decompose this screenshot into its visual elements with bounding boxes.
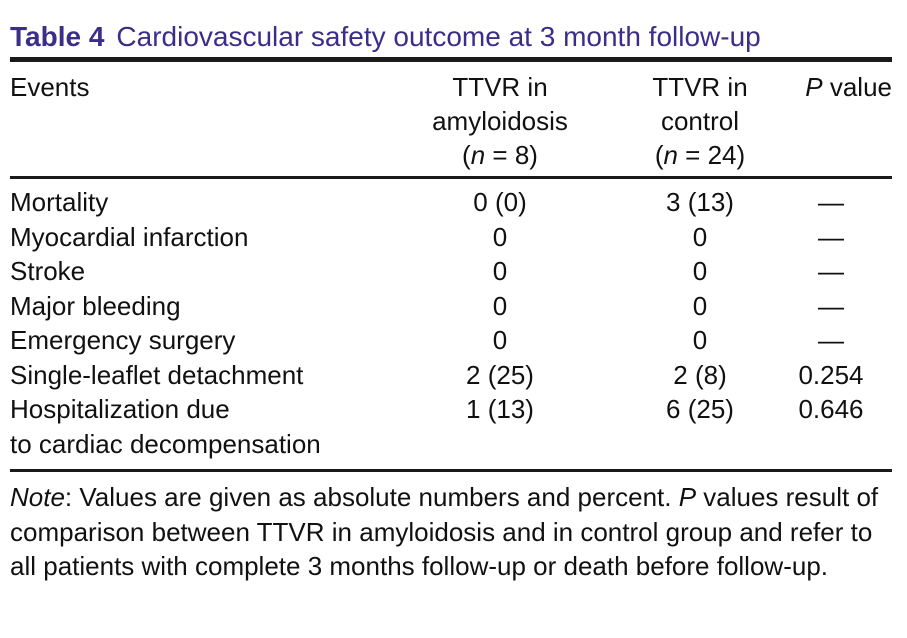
top-rule xyxy=(10,57,892,62)
table-row: Mortality 0 (0) 3 (13) — xyxy=(10,185,892,220)
n-symbol: n xyxy=(663,140,678,170)
p-label: value xyxy=(822,72,892,102)
note-label: Note xyxy=(10,482,65,512)
cell-event: Hospitalization due to cardiac decompens… xyxy=(10,392,400,461)
cell-event: Myocardial infarction xyxy=(10,221,249,252)
paren-open: ( xyxy=(654,140,664,170)
table-note: Note: Values are given as absolute numbe… xyxy=(10,480,892,584)
header-amyloidosis: TTVR in amyloidosis (n = 8) xyxy=(410,70,590,172)
note-text-b: values result of comparison between TTVR… xyxy=(10,482,879,581)
cell-event: Mortality xyxy=(10,187,109,217)
cell-control: 0 xyxy=(692,325,708,355)
table-body: Mortality 0 (0) 3 (13) — Myocardial infa… xyxy=(10,179,892,469)
cell-p-value: 0.646 xyxy=(798,394,864,424)
cell-event: Stroke xyxy=(10,256,86,286)
p-symbol: P xyxy=(805,72,823,102)
table-label: Table 4 xyxy=(10,21,105,52)
cell-amyloidosis: 0 (0) xyxy=(473,187,527,217)
cell-event-line2: to cardiac decompensation xyxy=(10,428,321,459)
cell-amyloidosis: 0 xyxy=(492,325,508,355)
cell-p-value: 0.254 xyxy=(798,359,864,390)
table-row: Emergency surgery 0 0 — xyxy=(10,323,892,358)
cell-amyloidosis: 2 (25) xyxy=(466,359,534,390)
header-control-line1: TTVR in xyxy=(652,72,748,102)
n-value: = 24) xyxy=(677,140,746,170)
table-row: Stroke 0 0 — xyxy=(10,254,892,289)
cell-control: 0 xyxy=(692,256,708,286)
cell-event: Major bleeding xyxy=(10,290,181,321)
cell-control: 0 xyxy=(692,290,708,321)
cell-amyloidosis: 0 xyxy=(492,290,508,321)
cell-event: Emergency surgery xyxy=(10,325,236,355)
header-p-value: P value xyxy=(790,70,892,104)
header-events: Events xyxy=(10,72,90,102)
cell-p-value: — xyxy=(818,256,844,286)
cell-control: 2 (8) xyxy=(673,359,727,390)
table-container: Table 4 Cardiovascular safety outcome at … xyxy=(10,0,892,584)
table-caption: Table 4 Cardiovascular safety outcome at … xyxy=(10,17,892,57)
cell-control: 3 (13) xyxy=(666,187,734,217)
n-value: = 8) xyxy=(485,140,538,170)
header-control: TTVR in control (n = 24) xyxy=(610,70,790,172)
table-title: Cardiovascular safety outcome at 3 month… xyxy=(116,21,761,52)
header-control-line3: (n = 24) xyxy=(610,138,790,172)
cell-amyloidosis: 1 (13) xyxy=(466,394,534,424)
note-text-a: : Values are given as absolute numbers a… xyxy=(64,482,679,512)
header-amyloidosis-line1: TTVR in xyxy=(452,72,548,102)
header-amyloidosis-line2: amyloidosis xyxy=(432,106,568,136)
bottom-rule xyxy=(10,469,892,472)
cell-control: 0 xyxy=(692,221,708,252)
cell-event: Single-leaflet detachment xyxy=(10,359,304,390)
note-p-symbol: P xyxy=(678,482,697,512)
table-row: Hospitalization due to cardiac decompens… xyxy=(10,392,892,461)
header-rule xyxy=(10,176,892,179)
cell-p-value: — xyxy=(818,325,844,355)
header-amyloidosis-line3: (n = 8) xyxy=(410,138,590,172)
cell-p-value: — xyxy=(818,221,844,252)
cell-p-value: — xyxy=(818,290,844,321)
cell-amyloidosis: 0 xyxy=(492,256,508,286)
header-control-line2: control xyxy=(660,106,740,136)
cell-p-value: — xyxy=(818,187,844,217)
table-row: Myocardial infarction 0 0 — xyxy=(10,220,892,255)
header-row: Events TTVR in amyloidosis (n = 8) TTVR … xyxy=(10,62,892,176)
paren-open: ( xyxy=(462,140,471,170)
table-row: Single-leaflet detachment 2 (25) 2 (8) 0… xyxy=(10,358,892,393)
n-symbol: n xyxy=(470,140,486,170)
table-row: Major bleeding 0 0 — xyxy=(10,289,892,324)
cell-control: 6 (25) xyxy=(666,394,734,424)
cell-event-line1: Hospitalization due xyxy=(10,394,230,424)
cell-amyloidosis: 0 xyxy=(492,221,508,252)
